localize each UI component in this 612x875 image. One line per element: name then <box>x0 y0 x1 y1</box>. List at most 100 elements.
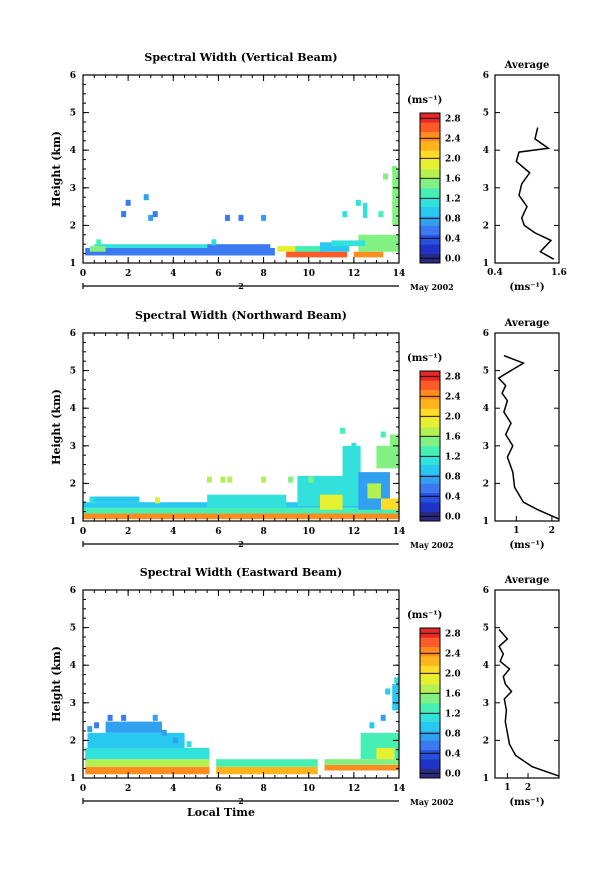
y-tick-label: 3 <box>70 442 76 452</box>
colorbar-swatch <box>420 759 440 769</box>
heatmap-cell <box>342 211 348 218</box>
heatmap-region <box>83 513 399 520</box>
x-tick-label: 6 <box>215 269 221 279</box>
colorbar-tick-label: 1.2 <box>445 194 461 204</box>
heatmap-region <box>295 246 323 256</box>
colorbar-swatch <box>420 628 440 638</box>
average-title: Average <box>504 575 550 586</box>
heatmap-cell <box>121 714 127 721</box>
colorbar-swatch <box>420 446 440 456</box>
x-tick-label: 10 <box>302 527 315 537</box>
heatmap-cell <box>125 199 131 206</box>
colorbar-tick-label: 0.0 <box>445 512 461 522</box>
heatmap-cell <box>87 726 93 733</box>
colorbar-swatch <box>420 389 440 400</box>
colorbar-swatch <box>420 656 440 666</box>
heatmap-cell <box>378 211 384 218</box>
heatmap-region <box>94 244 208 248</box>
y-tick-label: 6 <box>70 329 76 339</box>
colorbar-tick-label: 2.0 <box>445 412 461 422</box>
colorbar-tick-label: 2.4 <box>445 134 461 144</box>
heatmap-region <box>389 434 399 446</box>
x-tick-label: 6 <box>215 527 221 537</box>
average-y-tick-label: 5 <box>483 624 489 634</box>
colorbar-swatch <box>420 721 440 732</box>
colorbar-swatch <box>420 150 440 161</box>
heatmap-cells <box>85 677 400 775</box>
colorbar-frame <box>419 112 441 264</box>
average-y-tick-label: 1 <box>483 259 489 269</box>
heatmap-region <box>286 251 348 258</box>
x-tick-label: 10 <box>302 269 315 279</box>
x-tick-label: 2 <box>125 527 131 537</box>
average-x-label: (ms⁻¹) <box>509 797 544 808</box>
panel-2: Spectral Width (Northward Beam)0 2 4 6 8 10 12… <box>50 309 560 551</box>
heatmap-cell <box>369 722 375 729</box>
colorbar-swatch <box>420 731 440 741</box>
plot-frame <box>82 74 400 264</box>
heatmap-cell <box>220 476 226 483</box>
average-profile-line <box>497 354 560 520</box>
heatmap-region <box>324 759 399 765</box>
heatmap-cell <box>380 431 386 438</box>
y-tick-label: 2 <box>70 479 76 489</box>
average-panel: Average 1 2 3 4 5 6 0.4 1.6 (ms⁻¹) <box>483 60 567 293</box>
heatmap-cell <box>308 476 314 483</box>
heatmap-region <box>207 244 271 254</box>
colorbar-tick-label: 0.8 <box>445 214 461 224</box>
heatmap-region <box>367 483 381 499</box>
colorbar-swatch <box>420 197 440 208</box>
colorbar-swatch <box>420 113 440 123</box>
average-profile-line <box>515 127 555 260</box>
x-tick-label: 10 <box>302 784 315 794</box>
average-y-tick-label: 2 <box>483 479 489 489</box>
heatmap-region <box>320 494 343 510</box>
average-title: Average <box>504 60 550 71</box>
colorbar-swatch <box>420 159 440 170</box>
heatmap-region <box>331 240 366 247</box>
colorbar-tick-label: 0.8 <box>445 729 461 739</box>
heatmap-cell <box>107 714 113 721</box>
average-profile-line <box>498 629 560 777</box>
average-y-tick-label: 4 <box>483 661 489 671</box>
heatmap-cell <box>238 214 244 221</box>
x-tick-label: 4 <box>170 784 176 794</box>
colorbar-swatch <box>420 674 440 685</box>
colorbar-swatch <box>420 188 440 198</box>
x-tick-label: 14 <box>393 784 406 794</box>
heatmap-cell <box>152 211 158 218</box>
colorbar-swatch <box>420 417 440 428</box>
average-x-tick-label: 2 <box>525 783 531 793</box>
colorbar-frame <box>419 627 441 779</box>
average-panel: Average 1 2 3 4 5 6 1 2 (ms⁻¹) <box>483 318 560 551</box>
heatmap-region <box>376 445 399 469</box>
colorbar-swatch <box>420 244 440 254</box>
heatmap-cell <box>94 722 100 729</box>
heatmap-cell <box>152 714 158 721</box>
heatmap-cell <box>121 211 127 218</box>
average-frame <box>494 332 560 522</box>
colorbar-tick-label: 1.2 <box>445 452 461 462</box>
x-tick-label: 4 <box>170 527 176 537</box>
heatmap-cell <box>355 199 361 206</box>
heatmap-region <box>342 445 361 491</box>
colorbar-swatch <box>420 464 440 475</box>
date-label: May 2002 <box>410 282 454 292</box>
colorbar-swatch <box>420 399 440 409</box>
colorbar-swatch <box>420 502 440 512</box>
heatmap-cell <box>394 677 400 684</box>
colorbar-tick-label: 2.4 <box>445 649 461 659</box>
colorbar-tick-label: 2.8 <box>445 114 461 124</box>
x-tick-label: 0 <box>80 784 86 794</box>
colorbar-swatch <box>420 427 440 437</box>
heatmap-cell <box>340 427 346 434</box>
average-x-tick-label: 2 <box>549 526 555 536</box>
heatmap-cells <box>85 166 399 258</box>
heatmap-cell <box>224 214 230 221</box>
average-y-tick-label: 4 <box>483 404 489 414</box>
y-tick-label: 2 <box>70 736 76 746</box>
colorbar-swatch <box>420 122 440 133</box>
average-x-label: (ms⁻¹) <box>509 282 544 293</box>
heatmap-cell <box>96 239 102 246</box>
colorbar: 0.0 0.4 0.8 1.2 1.6 2.0 2.4 2.8 <box>419 370 461 522</box>
